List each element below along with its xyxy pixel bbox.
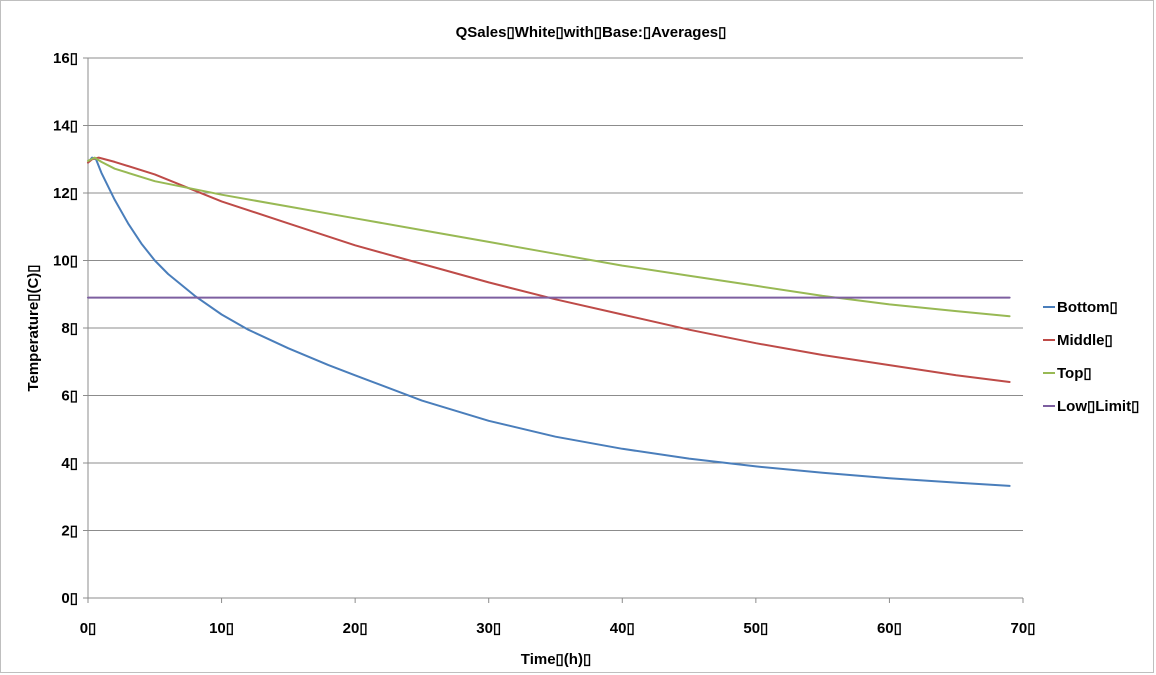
legend: Bottom▯ Middle▯ Top▯ Low▯Limit▯ (1043, 299, 1139, 415)
y-tick-labels: 0▯ 2▯ 4▯ 6▯ 8▯ 10▯ 12▯ 14▯ 16▯ (53, 50, 88, 607)
y-axis-label: Temperature▯(C)▯ (25, 264, 42, 391)
y-tick-label-5: 10▯ (53, 253, 78, 270)
x-tick-labels: 0▯ 10▯ 20▯ 30▯ 40▯ 50▯ 60▯ 70▯ (80, 598, 1036, 637)
y-tick-label-0: 0▯ (61, 590, 78, 607)
y-tick-label-3: 6▯ (61, 388, 78, 405)
y-tick-label-8: 16▯ (53, 50, 78, 67)
y-tick-label-6: 12▯ (53, 185, 78, 202)
y-tick-label-7: 14▯ (53, 118, 78, 135)
x-tick-label-5: 50▯ (743, 620, 768, 637)
chart-title: QSales▯White▯with▯Base:▯Averages▯ (456, 24, 727, 41)
x-tick-label-2: 20▯ (343, 620, 368, 637)
x-tick-label-4: 40▯ (610, 620, 635, 637)
legend-label-2: Top▯ (1057, 365, 1092, 382)
x-tick-label-7: 70▯ (1011, 620, 1036, 637)
x-tick-label-0: 0▯ (80, 620, 97, 637)
legend-label-1: Middle▯ (1057, 332, 1113, 349)
x-tick-label-6: 60▯ (877, 620, 902, 637)
x-axis-label: Time▯(h)▯ (521, 651, 591, 668)
grid-lines (88, 57, 1023, 531)
series-line-0 (87, 156, 1011, 487)
legend-label-3: Low▯Limit▯ (1057, 398, 1139, 415)
y-tick-label-2: 4▯ (61, 455, 78, 472)
x-tick-label-1: 10▯ (209, 620, 234, 637)
series-lines (87, 156, 1011, 487)
legend-label-0: Bottom▯ (1057, 299, 1118, 316)
y-tick-label-1: 2▯ (61, 523, 78, 540)
series-line-2 (87, 156, 1011, 318)
x-tick-label-3: 30▯ (476, 620, 501, 637)
series-line-1 (87, 156, 1011, 383)
y-tick-label-4: 8▯ (61, 320, 78, 337)
